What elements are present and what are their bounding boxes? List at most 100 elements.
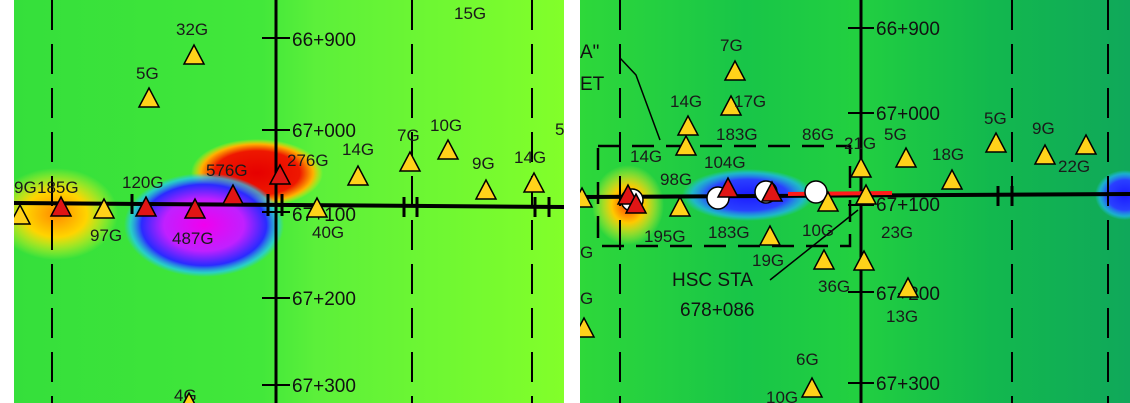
- marker-label: 13G: [886, 307, 918, 326]
- marker-yellow-triangle: [474, 178, 498, 200]
- marker-label: 5G: [884, 125, 907, 144]
- marker-label: 14G: [670, 92, 702, 111]
- marker-label: 183G: [708, 223, 750, 242]
- marker-label: 120G: [122, 173, 164, 192]
- marker-label: 6G: [796, 350, 819, 369]
- marker-yellow-triangle: [1033, 143, 1057, 165]
- marker-label: 10G: [802, 221, 834, 240]
- marker-yellow-triangle: [305, 196, 329, 218]
- marker-yellow-triangle: [580, 316, 596, 338]
- marker-label: 487G: [172, 229, 214, 248]
- station-label: 67+000: [292, 121, 356, 142]
- callout-leader: [619, 57, 661, 141]
- marker-label: 9G: [14, 178, 37, 197]
- marker-label: 19G: [752, 251, 784, 270]
- marker-red-triangle: [760, 180, 784, 202]
- marker-label: 195G: [644, 227, 686, 246]
- marker-yellow-triangle: [398, 150, 422, 172]
- marker-label: 86G: [802, 125, 834, 144]
- hsc-label: HSC STA: [672, 270, 753, 291]
- station-label: 67+200: [292, 289, 356, 310]
- marker-yellow-triangle: [816, 190, 840, 212]
- marker-label: 5G: [136, 64, 159, 83]
- marker-label: 22G: [1058, 157, 1090, 176]
- marker-yellow-triangle: [894, 146, 918, 168]
- marker-label: 104G: [704, 153, 746, 172]
- marker-label: 14G: [630, 147, 662, 166]
- marker-label: 9G: [1032, 119, 1055, 138]
- marker-yellow-triangle: [723, 59, 747, 81]
- magenta-anomaly: [124, 173, 284, 277]
- marker-yellow-triangle: [719, 94, 743, 116]
- marker-label: 40G: [312, 223, 344, 242]
- hsc-leader: [769, 209, 859, 281]
- marker-label: G: [580, 243, 593, 262]
- marker-red-triangle: [134, 195, 158, 217]
- marker-red-triangle: [268, 163, 292, 185]
- marker-label: 276G: [287, 151, 329, 170]
- marker-yellow-triangle: [676, 114, 700, 136]
- marker-label: 97G: [90, 226, 122, 245]
- marker-red-triangle: [624, 192, 648, 214]
- marker-yellow-triangle: [1074, 133, 1098, 155]
- marker-label: 15G: [454, 4, 486, 23]
- marker-label: 32G: [176, 20, 208, 39]
- pipeline: [580, 192, 1130, 199]
- marker-yellow-triangle: [580, 186, 594, 208]
- marker-label: 10G: [766, 388, 798, 403]
- station-label: 67+100: [876, 195, 940, 216]
- marker-red-triangle: [49, 195, 73, 217]
- marker-yellow-triangle: [849, 156, 873, 178]
- marker-label: 9G: [472, 154, 495, 173]
- marker-yellow-triangle: [436, 138, 460, 160]
- marker-label: 183G: [716, 125, 758, 144]
- marker-label: 7G: [720, 36, 743, 55]
- marker-yellow-triangle: [674, 134, 698, 156]
- station-label: 67+300: [876, 374, 940, 395]
- callout-fragment: A": [580, 42, 599, 63]
- marker-yellow-triangle: [668, 195, 692, 217]
- marker-label: 98G: [660, 170, 692, 189]
- station-label: 66+900: [876, 19, 940, 40]
- anomaly-field-background: [580, 0, 1130, 403]
- survey-map-right: 66+900 67+000 67+100 67+200 67+300 A" ET…: [580, 0, 1130, 403]
- marker-label: 21G: [844, 134, 876, 153]
- hsc-station: 678+086: [680, 300, 755, 321]
- marker-yellow-triangle: [14, 203, 32, 225]
- marker-label: 10G: [430, 116, 462, 135]
- marker-label: 5G: [984, 109, 1007, 128]
- marker-yellow-triangle: [346, 164, 370, 186]
- marker-yellow-triangle: [854, 183, 878, 205]
- marker-yellow-triangle: [800, 376, 824, 398]
- marker-red-triangle: [221, 183, 245, 205]
- marker-yellow-triangle: [940, 168, 964, 190]
- survey-map-left: 66+900 67+000 67+100 67+200 67+300 32G 5…: [14, 0, 564, 403]
- marker-label: 23G: [881, 223, 913, 242]
- station-label: 67+000: [876, 104, 940, 125]
- callout-fragment: ET: [580, 74, 605, 95]
- marker-label: 576G: [206, 161, 248, 180]
- marker-yellow-triangle: [522, 171, 546, 193]
- target-circle: [804, 180, 828, 204]
- station-label: 66+900: [292, 30, 356, 51]
- marker-label: 14G: [342, 140, 374, 159]
- marker-label: 18G: [932, 145, 964, 164]
- marker-yellow-triangle: [182, 43, 206, 65]
- marker-label: 7G: [397, 126, 420, 145]
- marker-red-triangle: [716, 176, 740, 198]
- station-label: 67+300: [292, 376, 356, 397]
- marker-yellow-triangle: [984, 131, 1008, 153]
- marker-yellow-triangle: [137, 86, 161, 108]
- marker-red-triangle: [183, 197, 207, 219]
- marker-yellow-triangle: [758, 224, 782, 246]
- marker-yellow-triangle: [852, 249, 876, 271]
- marker-yellow-triangle: [92, 197, 116, 219]
- marker-label: G: [580, 289, 593, 308]
- marker-yellow-triangle: [812, 248, 836, 270]
- marker-label: 17G: [734, 92, 766, 111]
- pipeline-red-segment: [787, 191, 893, 196]
- marker-label: 36G: [818, 277, 850, 296]
- marker-label: 5: [555, 120, 564, 139]
- marker-label: 14G: [514, 148, 546, 167]
- marker-yellow-triangle: [896, 276, 920, 298]
